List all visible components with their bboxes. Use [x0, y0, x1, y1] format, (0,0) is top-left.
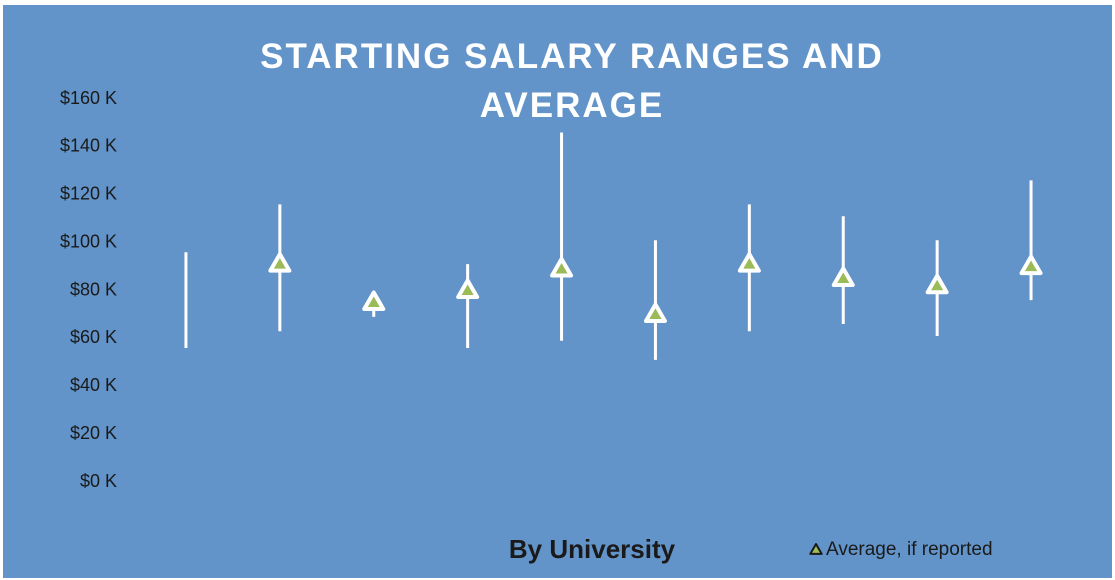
- legend-label: Average, if reported: [826, 539, 993, 560]
- average-marker: [831, 266, 855, 288]
- y-tick-label: $80 K: [70, 279, 117, 299]
- y-tick-label: $40 K: [70, 375, 117, 395]
- y-tick-label: $100 K: [60, 231, 117, 251]
- chart-title: STARTING SALARY RANGES AND AVERAGE: [260, 37, 884, 125]
- y-tick-label: $20 K: [70, 423, 117, 443]
- legend-marker: [809, 543, 823, 555]
- average-marker: [925, 273, 949, 295]
- y-tick-label: $0 K: [80, 471, 117, 491]
- average-marker: [456, 278, 480, 299]
- y-tick-label: $120 K: [60, 184, 117, 204]
- average-marker: [550, 256, 574, 278]
- average-marker: [643, 302, 667, 323]
- average-marker: [737, 252, 761, 273]
- x-axis-label: By University: [509, 534, 676, 564]
- average-marker: [1019, 254, 1043, 276]
- y-tick-label: $140 K: [60, 136, 117, 156]
- y-tick-label: $160 K: [60, 88, 117, 108]
- average-marker: [268, 252, 292, 273]
- y-tick-label: $60 K: [70, 327, 117, 347]
- average-marker: [362, 290, 386, 311]
